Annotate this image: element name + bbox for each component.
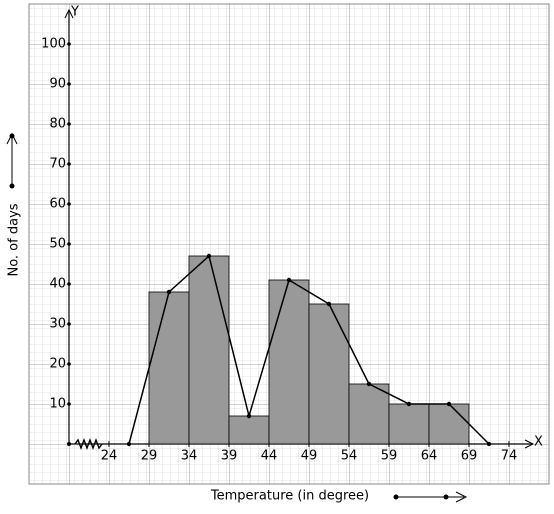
polygon-point <box>326 301 332 307</box>
polygon-point <box>126 441 132 447</box>
y-tick-label: 50 <box>49 237 66 252</box>
y-tick-label: 70 <box>49 157 66 172</box>
bar <box>148 291 190 445</box>
frequency-polygon <box>128 254 490 445</box>
polygon-point <box>286 277 292 283</box>
bar <box>388 403 430 445</box>
y-tick-label: 100 <box>41 37 66 52</box>
y-tick <box>67 362 71 366</box>
y-tick <box>67 242 71 246</box>
y-tick <box>67 202 71 206</box>
x-tick-label: 74 <box>501 449 518 464</box>
bar <box>228 415 270 445</box>
x-tick-label: 64 <box>421 449 438 464</box>
bar <box>348 383 390 445</box>
bar <box>308 303 350 445</box>
polygon-point <box>166 289 172 295</box>
polygon-point <box>486 441 492 447</box>
bar <box>268 279 310 445</box>
x-tick-label: 69 <box>461 449 478 464</box>
y-tick-label: 80 <box>49 117 66 132</box>
y-tick <box>67 162 71 166</box>
decor-arrows <box>6 132 468 503</box>
y-tick <box>67 82 71 86</box>
axis-break <box>74 438 103 450</box>
polygon-point <box>206 253 212 259</box>
polygon-point <box>246 413 252 419</box>
y-tick-label: 20 <box>49 357 66 372</box>
y-tick-label: 40 <box>49 277 66 292</box>
x-tick-label: 29 <box>141 449 158 464</box>
x-axis-title: Temperature (in degree) <box>210 489 369 504</box>
x-tick-label: 34 <box>181 449 198 464</box>
x-tick-label: 24 <box>101 449 118 464</box>
y-tick-label: 30 <box>49 317 66 332</box>
x-tick-label: 44 <box>261 449 278 464</box>
y-tick <box>67 322 71 326</box>
polygon-point <box>446 401 452 407</box>
y-tick <box>67 122 71 126</box>
x-axis-name: X <box>534 435 543 450</box>
y-axis-arrow <box>64 8 74 19</box>
polygon-point <box>366 381 372 387</box>
y-tick-label: 60 <box>49 197 66 212</box>
x-axis-arrow <box>524 439 535 449</box>
bar <box>428 403 470 445</box>
x-tick-label: 54 <box>341 449 358 464</box>
y-tick <box>67 282 71 286</box>
origin <box>67 442 71 446</box>
y-tick <box>67 42 71 46</box>
bar <box>188 255 230 445</box>
polygon-point <box>406 401 412 407</box>
x-tick-label: 59 <box>381 449 398 464</box>
y-tick <box>67 402 71 406</box>
y-axis-name: Y <box>70 5 79 20</box>
y-tick-label: 90 <box>49 77 66 92</box>
x-tick-label: 39 <box>221 449 238 464</box>
y-tick-label: 10 <box>49 397 66 412</box>
x-tick-label: 49 <box>301 449 318 464</box>
y-axis-title: No. of days <box>7 203 22 276</box>
